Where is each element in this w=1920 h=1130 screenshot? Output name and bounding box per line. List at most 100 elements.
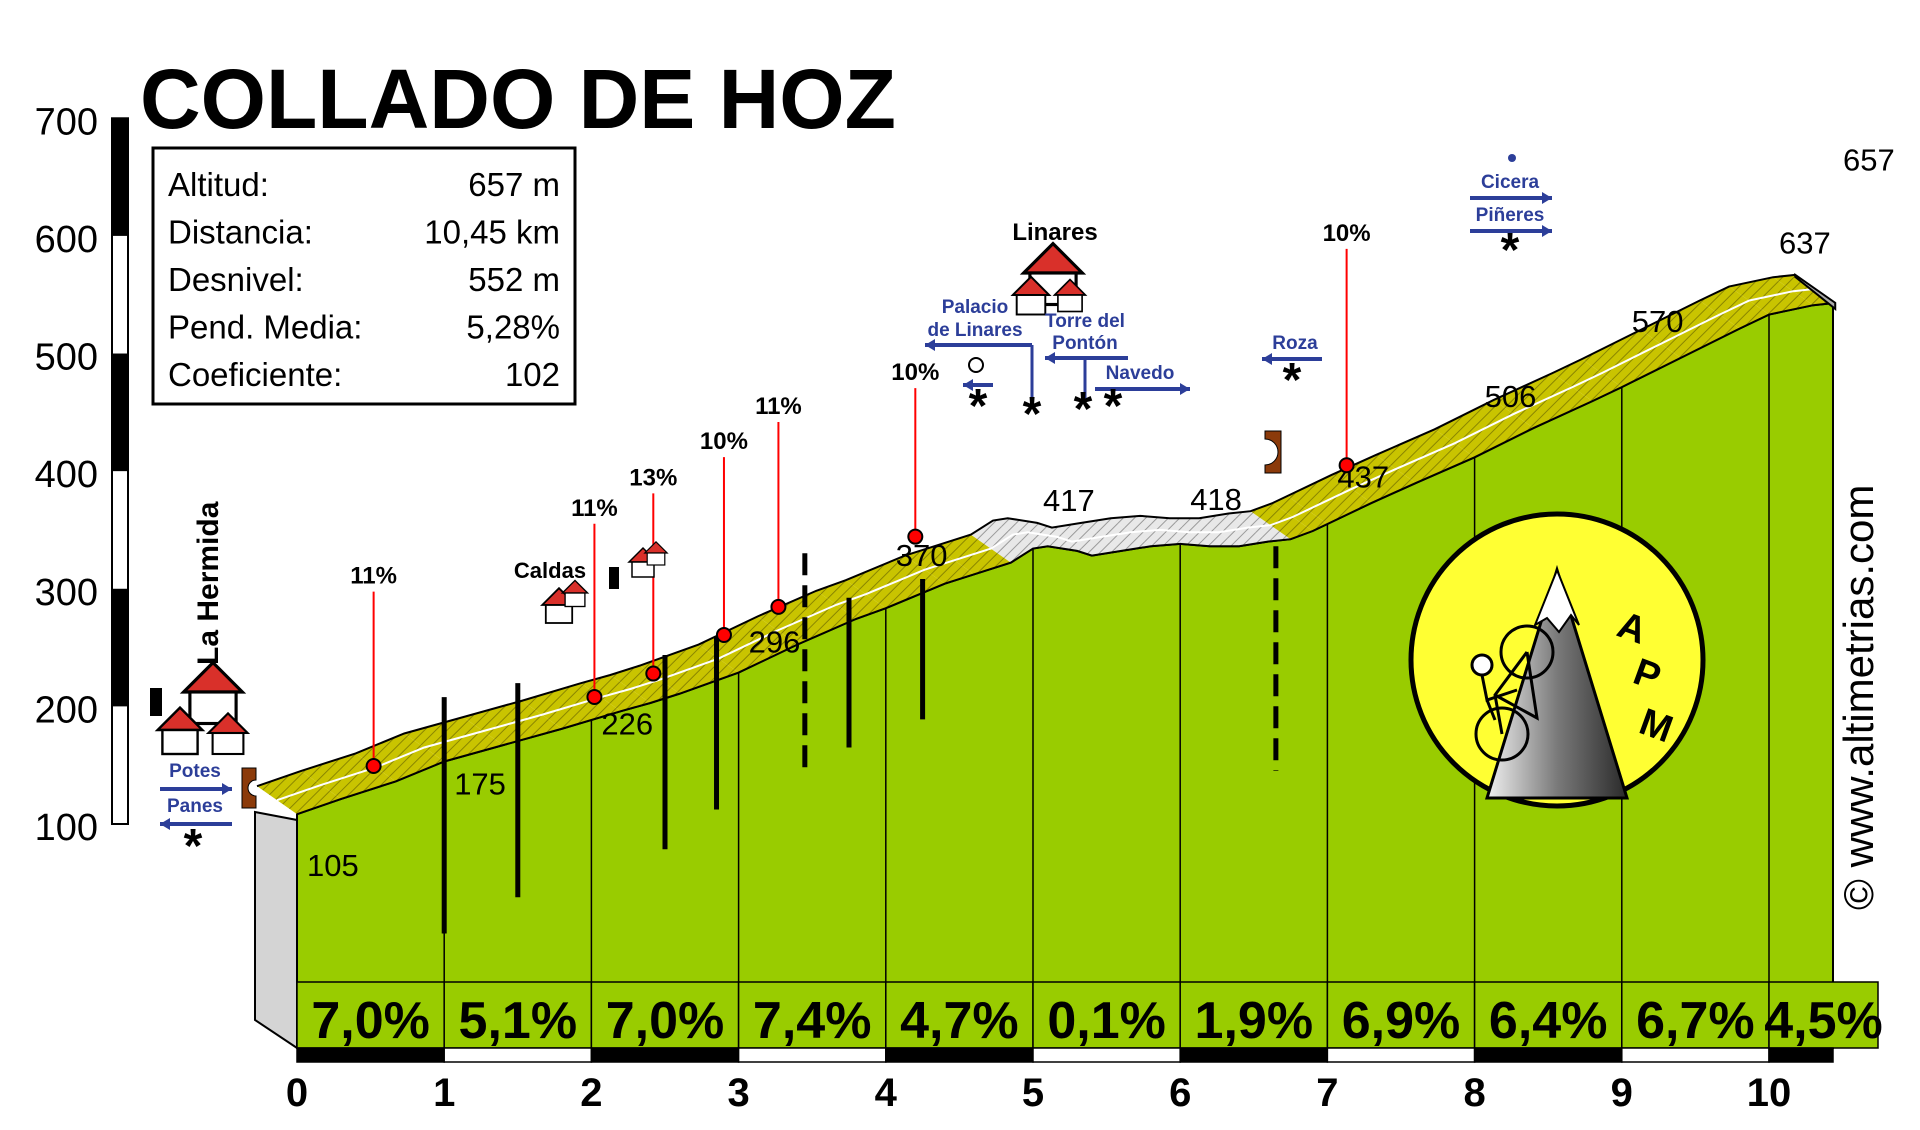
summary-box: Altitud: 657 m Distancia: 10,45 km Desnivel:… [151, 146, 577, 406]
y-tick-label: 300 [35, 572, 98, 614]
landmark-star-icon: * [1501, 224, 1520, 277]
altitude-scale: 100 200 300 400 500 600 700 [35, 101, 129, 849]
house-icon [627, 546, 659, 578]
house-roof [179, 660, 247, 694]
x-tick-label: 7 [1316, 1071, 1338, 1115]
road-label-torre-2: Pontón [1052, 333, 1117, 354]
gradient-marker-dot [645, 665, 662, 682]
spot-gradient-label: 11% [571, 495, 618, 522]
summary-label: Distancia: [168, 214, 313, 251]
landmark-star-icon: * [969, 380, 988, 433]
house-roof [643, 540, 669, 554]
gradient-marker-dot [770, 598, 787, 615]
landmark-star-icon: * [1023, 388, 1042, 441]
profile-line [296, 301, 1836, 816]
road-label-palacio-1: Palacio [942, 297, 1009, 318]
km-altitude-label: 175 [454, 766, 506, 801]
y-tick-label: 700 [35, 101, 98, 143]
house-icon [1010, 275, 1052, 316]
summary-value: 102 [505, 356, 560, 393]
landmark-star-icon: * [1283, 354, 1302, 407]
x-tick-label: 9 [1611, 1071, 1633, 1115]
house-icon [154, 705, 206, 756]
segment-gradient-label: 5,1% [459, 992, 578, 1050]
segment-gradient-label: 7,0% [311, 992, 430, 1050]
apm-logo: A P M [1408, 511, 1706, 809]
scale-segment [112, 353, 128, 472]
arrow-head [1262, 353, 1272, 365]
profile-highlight [276, 287, 1816, 802]
arrow-head [222, 783, 232, 795]
arrow-head [1542, 192, 1552, 204]
profile-end-cap [1794, 272, 1837, 311]
road-arrow-palacio [925, 339, 1032, 351]
summary-value: 10,45 km [424, 214, 560, 251]
house-icon [643, 540, 669, 566]
x-tick-label: 6 [1169, 1071, 1191, 1115]
place-name-linares: Linares [1012, 219, 1097, 246]
distance-scale-segment [885, 1047, 1034, 1063]
arrow-head [1542, 225, 1552, 237]
house-wall [544, 604, 574, 624]
summary-label: Desnivel: [168, 261, 304, 298]
road-label-roza: Roza [1272, 333, 1318, 354]
gradient-cell [590, 981, 740, 1049]
junction-icon [1264, 430, 1282, 474]
x-tick-label: 4 [875, 1071, 898, 1115]
gradient-marker-dot [1338, 457, 1355, 474]
road-label-navedo: Navedo [1106, 363, 1175, 384]
summary-value: 5,28% [466, 309, 560, 346]
road-arrow-small [963, 379, 993, 391]
segment-gradient-label: 7,4% [753, 992, 872, 1050]
km-altitude-label: 637 [1779, 226, 1831, 261]
distance-scale-segment [590, 1047, 740, 1063]
landmark-star-icon: * [1104, 380, 1123, 433]
profile-side-face [254, 810, 298, 1050]
gradient-marker-dot [365, 757, 382, 774]
gradient-cell [1326, 981, 1476, 1049]
road-arrow-pineres [1470, 225, 1552, 237]
viewpoint-icon [968, 357, 984, 373]
distance-scale-segment [296, 1047, 445, 1063]
distance-scale-segment [1179, 1047, 1329, 1063]
segment-gradient-label: 6,4% [1489, 992, 1608, 1050]
y-tick-label: 100 [35, 807, 98, 849]
house-icon [560, 579, 590, 608]
distance-scale-segment [1032, 1047, 1181, 1063]
distance-scale-segment [1621, 1047, 1770, 1063]
km-altitude-label: 506 [1485, 379, 1537, 414]
house-icon [179, 660, 247, 726]
segment-gradient-label: 6,7% [1636, 992, 1755, 1050]
road-arrow-potes [160, 783, 232, 795]
summary-label: Pend. Media: [168, 309, 362, 346]
arrow-head [1045, 352, 1055, 364]
landmark-star-icon: * [184, 820, 203, 873]
segment-gradient-label: 7,0% [606, 992, 725, 1050]
landmark-star-icon: * [1074, 383, 1093, 436]
viewpoint-icon [1508, 154, 1516, 162]
summary-label: Coeficiente: [168, 356, 342, 393]
spot-gradient-label: 10% [700, 428, 748, 455]
gradient-cell [1473, 981, 1623, 1049]
road-label-torre-1: Torre del [1045, 311, 1125, 332]
distance-scale-segment [443, 1047, 593, 1063]
road-arrow-panes [160, 818, 232, 830]
house-wall [211, 731, 245, 756]
summary-value: 552 m [468, 261, 560, 298]
place-name-la-hermida: La Hermida [192, 501, 225, 665]
house-wall [1057, 294, 1083, 313]
summary-value: 657 m [468, 166, 560, 203]
segment-gradient-label: 1,9% [1195, 992, 1314, 1050]
km-altitude-label: 370 [896, 538, 948, 573]
scale-segment [112, 588, 128, 707]
segment-gradient-label: 6,9% [1342, 992, 1461, 1050]
segment-gradient-label: 4,5% [1764, 992, 1883, 1050]
fountain-icon [150, 688, 162, 716]
road-label-panes: Panes [167, 796, 223, 817]
house-wall [646, 552, 666, 566]
house-icon [205, 711, 251, 756]
junction-icon [241, 767, 257, 809]
km-altitude-label: 296 [749, 625, 801, 660]
km-altitude-label: 418 [1190, 482, 1242, 517]
